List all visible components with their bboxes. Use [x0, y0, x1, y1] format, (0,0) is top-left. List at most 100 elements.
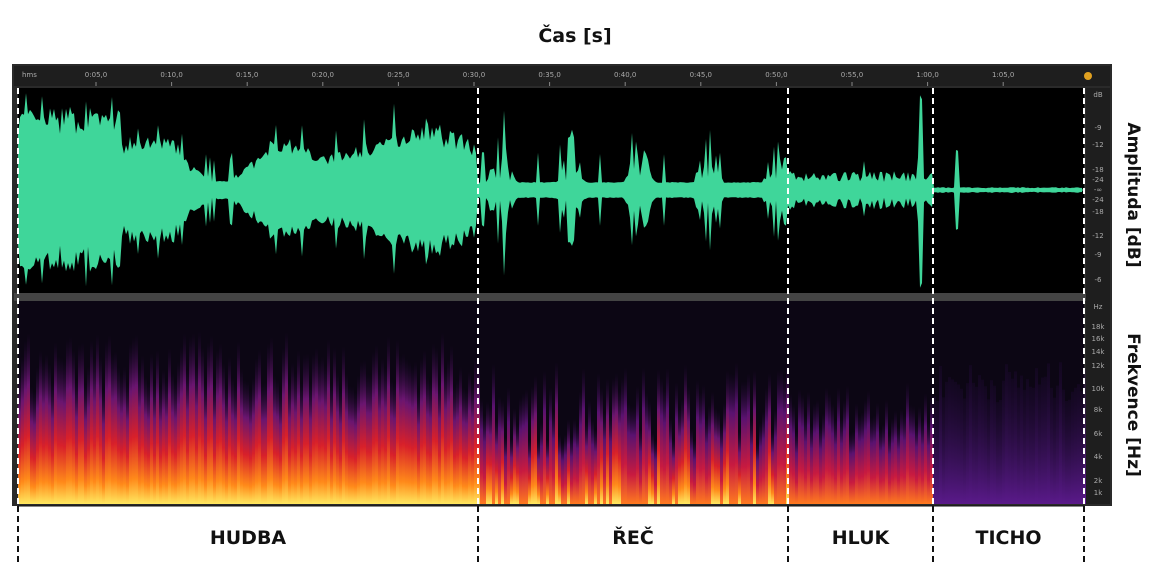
spectrogram-column	[147, 383, 150, 504]
spectrogram-column	[720, 425, 723, 504]
spectrogram-column	[609, 415, 612, 504]
spectrogram-column	[810, 425, 813, 504]
spectrogram-column	[987, 399, 990, 504]
spectrogram-column	[309, 383, 312, 504]
spectrogram-column	[69, 337, 72, 504]
spectrogram-column	[963, 398, 966, 504]
spectrogram-column	[417, 391, 420, 504]
spectrogram-column	[792, 404, 795, 504]
title: Čas [s]	[538, 23, 611, 47]
spectrogram-column	[999, 400, 1002, 504]
spectrogram-column	[1056, 386, 1059, 504]
spectrogram-column	[780, 369, 783, 504]
spectrogram-column	[660, 378, 663, 504]
spectrogram-column	[255, 358, 258, 504]
spectrogram-column	[1020, 376, 1023, 504]
ruler-label: 0:40,0	[614, 71, 636, 79]
spectrogram-column	[711, 392, 714, 504]
frequency-axis-label: Frekvence [Hz]	[1123, 333, 1143, 477]
spectrogram-column	[114, 351, 117, 504]
spectrogram-column	[141, 356, 144, 504]
spectrogram-column	[633, 406, 636, 504]
spectrogram-column	[51, 382, 54, 504]
ruler-label: 1:00,0	[916, 71, 938, 79]
segment-label: ŘEČ	[612, 525, 654, 549]
amplitude-scale-label: -9	[1095, 124, 1102, 132]
spectrogram-column	[318, 360, 321, 504]
spectrogram-column	[450, 345, 453, 504]
spectrogram-column	[954, 382, 957, 504]
spectrogram-column	[825, 388, 828, 504]
spectrogram-column	[36, 367, 39, 504]
spectrogram-column	[273, 375, 276, 504]
spectrogram-column	[240, 369, 243, 504]
spectrogram-column	[282, 348, 285, 504]
spectrogram-column	[423, 350, 426, 504]
ruler-label: 0:55,0	[841, 71, 863, 79]
spectrogram-column	[693, 440, 696, 504]
ruler-label: 0:25,0	[387, 71, 409, 79]
spectrogram-column	[741, 381, 744, 504]
spectrogram-column	[333, 348, 336, 504]
amplitude-scale-label: -24	[1092, 196, 1104, 204]
frequency-scale-label: 8k	[1094, 406, 1103, 414]
spectrogram-column	[33, 391, 36, 504]
spectrogram-column	[765, 388, 768, 504]
spectrogram-column	[813, 403, 816, 504]
spectrogram-column	[762, 411, 765, 504]
spectrogram-column	[651, 433, 654, 504]
spectrogram-column	[531, 386, 534, 504]
spectrogram-column	[909, 405, 912, 504]
spectrogram-column	[612, 378, 615, 504]
spectrogram-column	[231, 378, 234, 504]
spectrogram-column	[597, 373, 600, 504]
spectrogram-column	[873, 415, 876, 504]
spectrogram-column	[327, 340, 330, 504]
spectrogram-column	[354, 392, 357, 504]
spectrogram-column	[903, 414, 906, 504]
spectrogram-column	[519, 398, 522, 504]
spectrogram-column	[180, 347, 183, 504]
spectrogram-column	[681, 399, 684, 504]
spectrogram-column	[1002, 381, 1005, 504]
spectrogram-column	[393, 383, 396, 504]
spectrogram-column	[1032, 388, 1035, 504]
spectrogram-column	[543, 371, 546, 504]
frequency-scale-label: 14k	[1092, 348, 1106, 356]
spectrogram-column	[1005, 364, 1008, 504]
spectrogram-column	[90, 341, 93, 504]
spectrogram-column	[78, 345, 81, 504]
spectrogram-column	[510, 438, 513, 504]
spectrogram-column	[600, 388, 603, 504]
spectrogram-column	[288, 381, 291, 504]
spectrogram-column	[372, 352, 375, 504]
spectrogram-column	[630, 406, 633, 504]
spectrogram-column	[201, 347, 204, 504]
spectrogram-column	[1014, 371, 1017, 504]
spectrogram-column	[804, 415, 807, 504]
spectrogram-column	[225, 387, 228, 504]
spectrogram-column	[195, 364, 198, 504]
spectrogram-column	[678, 408, 681, 504]
spectrogram-column	[153, 382, 156, 504]
spectrogram-column	[900, 409, 903, 504]
spectrogram-column	[120, 375, 123, 504]
spectrogram-column	[534, 376, 537, 504]
spectrogram-column	[399, 356, 402, 504]
spectrogram-column	[972, 383, 975, 504]
spectrogram-column	[888, 433, 891, 504]
spectrogram-column	[87, 367, 90, 504]
spectrogram-column	[21, 356, 24, 504]
spectrogram-column	[321, 357, 324, 504]
spectrogram-column	[618, 389, 621, 504]
spectrogram-column	[795, 432, 798, 504]
spectrogram-column	[291, 363, 294, 504]
spectrogram-column	[801, 395, 804, 504]
spectrogram-column	[564, 434, 567, 504]
spectrogram-column	[783, 375, 786, 504]
spectrogram-column	[111, 354, 114, 504]
spectrogram-column	[312, 354, 315, 504]
spectrogram-column	[429, 381, 432, 504]
spectrogram-column	[177, 362, 180, 504]
spectrogram-column	[183, 334, 186, 504]
